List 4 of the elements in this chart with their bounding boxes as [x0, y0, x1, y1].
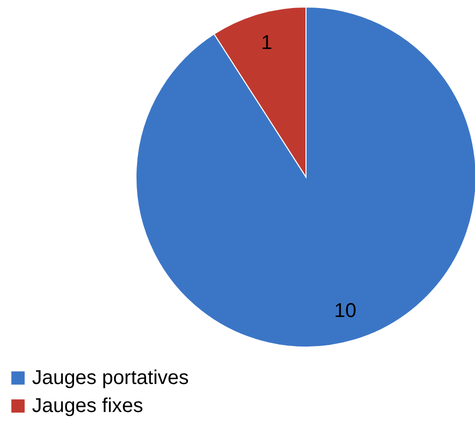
data-label: 10 [334, 300, 356, 322]
data-label: 1 [261, 32, 272, 54]
legend-label: Jauges fixes [32, 395, 144, 417]
legend-label: Jauges portatives [32, 367, 189, 389]
